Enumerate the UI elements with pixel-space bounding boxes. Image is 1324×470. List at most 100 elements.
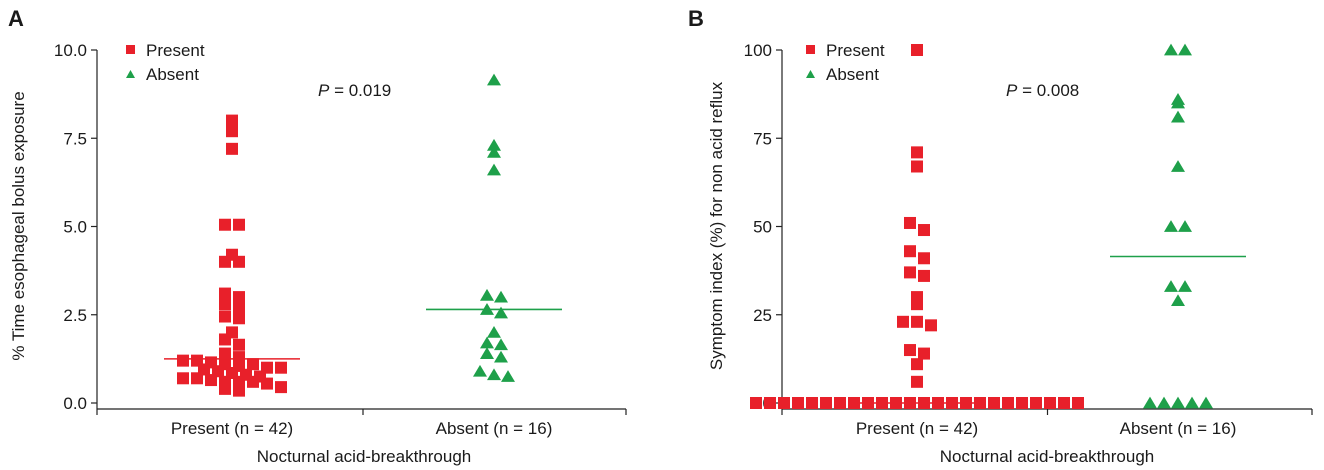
- data-point-square: [177, 372, 189, 385]
- data-point-triangle: [1171, 396, 1185, 409]
- data-point-triangle: [1164, 280, 1178, 292]
- data-point-square: [226, 125, 238, 138]
- data-point-square: [897, 315, 909, 328]
- data-point-square: [233, 351, 245, 364]
- data-point-triangle: [1164, 43, 1178, 56]
- data-point-square: [233, 218, 245, 231]
- data-point-triangle: [480, 288, 494, 301]
- y-tick-label: 10.0: [54, 41, 87, 60]
- data-point-square: [1044, 397, 1056, 409]
- data-point-triangle: [1164, 220, 1178, 232]
- y-axis-label: % Time esophageal bolus exposure: [9, 91, 28, 360]
- data-point-triangle: [473, 364, 487, 377]
- data-point-square: [219, 255, 231, 268]
- data-point-square: [219, 358, 231, 371]
- data-point-triangle: [1157, 396, 1171, 409]
- y-tick-label: 2.5: [63, 306, 87, 325]
- p-value-annotation: P = 0.008: [1006, 81, 1079, 100]
- data-point-triangle: [487, 73, 501, 86]
- data-point-square: [233, 301, 245, 314]
- legend: Present Absent: [126, 41, 205, 84]
- data-point-triangle: [1171, 110, 1185, 123]
- data-point-square: [219, 218, 231, 231]
- data-point-triangle: [1171, 93, 1185, 105]
- y-tick-label: 75: [753, 129, 772, 148]
- data-marks: [750, 43, 1246, 409]
- data-point-square: [911, 160, 923, 173]
- data-point-triangle: [494, 290, 508, 303]
- data-point-square: [925, 319, 937, 332]
- panel-letter: A: [8, 6, 24, 31]
- data-point-triangle: [487, 368, 501, 381]
- data-point-triangle: [1199, 396, 1213, 409]
- panel-a: A % Time esophageal bolus exposure Noctu…: [8, 6, 627, 466]
- y-tick-label: 100: [744, 41, 772, 60]
- data-point-square: [226, 142, 238, 155]
- data-point-square: [918, 269, 930, 282]
- legend-square-marker: [126, 45, 135, 54]
- data-point-square: [904, 266, 916, 279]
- legend-square-marker: [806, 45, 815, 54]
- legend-label-absent: Absent: [146, 65, 199, 84]
- x-axis-label: Nocturnal acid-breakthrough: [257, 447, 472, 466]
- data-point-triangle: [1143, 396, 1157, 409]
- x-tick-label: Present (n = 42): [856, 419, 978, 438]
- data-point-square: [261, 361, 273, 374]
- data-point-square: [911, 358, 923, 371]
- data-marks: [164, 73, 562, 397]
- data-point-square: [275, 361, 287, 374]
- data-point-square: [1030, 397, 1042, 409]
- data-point-square: [911, 291, 923, 304]
- data-point-square: [904, 216, 916, 229]
- data-point-triangle: [1185, 396, 1199, 409]
- data-point-square: [988, 397, 1000, 409]
- data-point-square: [778, 397, 790, 409]
- data-point-triangle: [494, 338, 508, 351]
- x-tick-label: Absent (n = 16): [436, 419, 553, 438]
- data-point-square: [1072, 397, 1084, 409]
- data-point-triangle: [494, 306, 508, 319]
- data-point-square: [219, 287, 231, 300]
- data-point-triangle: [501, 370, 515, 382]
- data-point-square: [1002, 397, 1014, 409]
- data-point-square: [911, 315, 923, 328]
- data-point-square: [764, 397, 776, 409]
- data-point-square: [177, 354, 189, 367]
- data-point-square: [219, 310, 231, 323]
- x-tick-label: Absent (n = 16): [1120, 419, 1237, 438]
- data-point-triangle: [480, 347, 494, 359]
- data-point-square: [1058, 397, 1070, 409]
- data-point-square: [911, 44, 923, 56]
- panel-letter: B: [688, 6, 704, 31]
- data-point-triangle: [487, 145, 501, 158]
- data-point-square: [219, 298, 231, 311]
- legend-label-absent: Absent: [826, 65, 879, 84]
- axes: 0.0 2.5 5.0 7.5 10.0 Present (n = 42) Absent (…: [54, 41, 627, 438]
- data-point-square: [247, 358, 259, 371]
- data-point-square: [219, 347, 231, 360]
- data-point-square: [918, 252, 930, 265]
- data-point-triangle: [1171, 160, 1185, 172]
- y-axis-label: Symptom index (%) for non acid reflux: [707, 81, 726, 370]
- data-point-square: [750, 397, 762, 409]
- data-point-triangle: [487, 326, 501, 338]
- data-point-triangle: [494, 350, 508, 363]
- x-axis-label: Nocturnal acid-breakthrough: [940, 447, 1155, 466]
- data-point-square: [226, 326, 238, 339]
- legend-triangle-marker: [806, 70, 815, 78]
- data-point-square: [911, 146, 923, 159]
- data-point-square: [233, 338, 245, 351]
- panel-b: B Symptom index (%) for non acid reflux …: [688, 6, 1313, 466]
- p-value-annotation: P = 0.019: [318, 81, 391, 100]
- data-point-triangle: [1171, 294, 1185, 307]
- data-point-square: [806, 397, 818, 409]
- data-point-square: [911, 375, 923, 388]
- data-point-triangle: [487, 163, 501, 176]
- data-point-square: [918, 347, 930, 360]
- data-point-square: [918, 224, 930, 237]
- y-tick-label: 7.5: [63, 129, 87, 148]
- data-point-triangle: [1178, 43, 1192, 56]
- data-point-square: [904, 245, 916, 258]
- data-point-square: [233, 291, 245, 304]
